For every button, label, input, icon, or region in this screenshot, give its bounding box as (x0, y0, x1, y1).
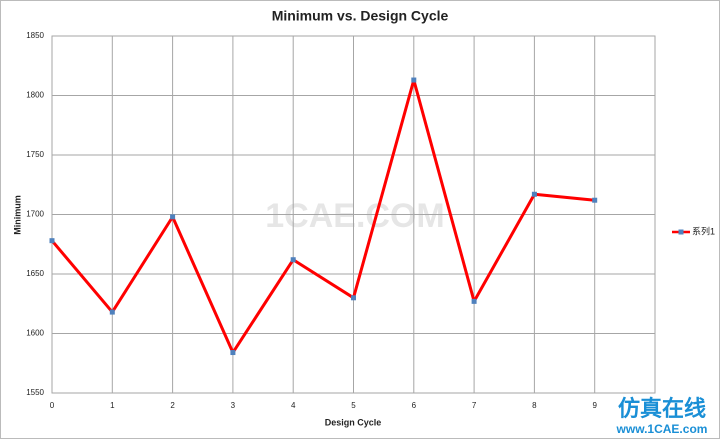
x-tick-label: 1 (110, 401, 115, 410)
point-marker (109, 309, 115, 315)
x-axis-label: Design Cycle (325, 417, 382, 427)
point-marker (170, 214, 176, 220)
watermark: 1CAE.COM (265, 197, 444, 235)
point-marker (531, 191, 537, 197)
y-tick-label: 1800 (26, 91, 44, 100)
chart-title: Minimum vs. Design Cycle (272, 8, 449, 24)
x-tick-label: 0 (50, 401, 55, 410)
legend-label: 系列1 (692, 225, 715, 236)
y-tick-label: 1550 (26, 388, 44, 397)
x-tick-label: 2 (170, 401, 175, 410)
watermark-brand: 仿真在线 (618, 396, 706, 421)
point-marker (49, 238, 55, 244)
point-marker (411, 77, 417, 83)
x-tick-label: 3 (231, 401, 236, 410)
x-tick-label: 6 (412, 401, 417, 410)
x-tick-label: 5 (351, 401, 356, 410)
x-tick-label: 4 (291, 401, 296, 410)
x-tick-label: 8 (532, 401, 537, 410)
y-tick-label: 1850 (26, 31, 44, 40)
y-tick-label: 1700 (26, 210, 44, 219)
legend-marker (678, 229, 684, 235)
series-line (50, 78, 595, 355)
point-marker (351, 295, 356, 301)
y-axis-label: Minimum (12, 195, 22, 235)
watermark-site: www.1CAE.com (616, 422, 708, 436)
point-marker (592, 197, 598, 203)
point-marker (471, 298, 477, 304)
point-marker (230, 350, 236, 356)
y-tick-label: 1600 (26, 329, 44, 338)
y-tick-label: 1750 (26, 150, 44, 159)
x-tick-label: 9 (592, 401, 597, 410)
point-marker (290, 257, 296, 263)
y-tick-label: 1650 (26, 269, 44, 278)
x-tick-label: 7 (472, 401, 477, 410)
